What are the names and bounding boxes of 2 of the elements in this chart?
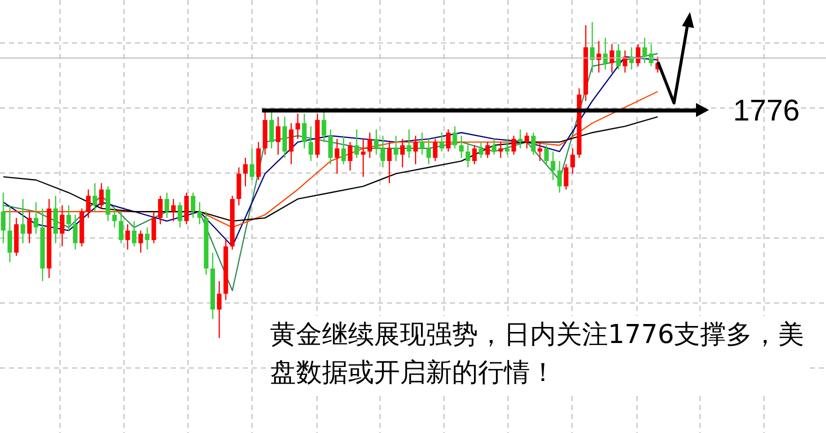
text: 1776 — [733, 94, 800, 128]
annotation: 黄金继续展现强势，日内关注1776支撑多，美盘数据或开启新的行情！ — [270, 316, 810, 392]
